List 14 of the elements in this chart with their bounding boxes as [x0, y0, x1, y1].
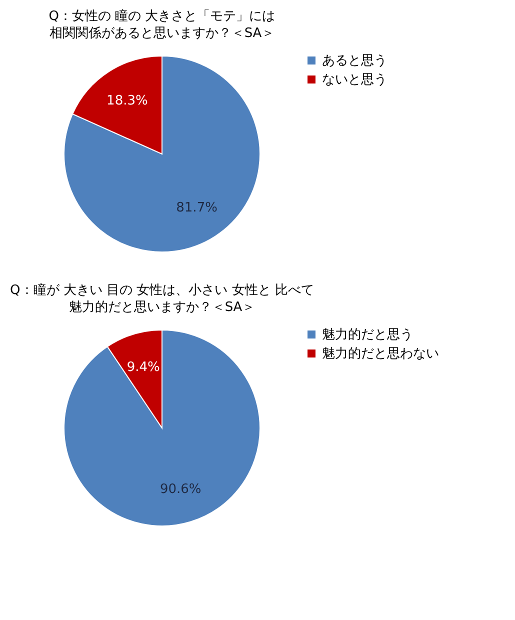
data-label: 81.7% [176, 200, 218, 216]
data-label: 90.6% [160, 482, 202, 498]
chart-subtitle: 魅力的だと思いますか？＜SA＞ [68, 300, 256, 315]
legend-label: あると思う [322, 54, 387, 68]
chart-title: Q：瞳が 大きい 目の 女性は、小さい 女性と 比べて [10, 283, 314, 298]
pie-slice [64, 56, 260, 252]
data-label: 18.3% [106, 93, 148, 108]
pie-slice [64, 330, 260, 526]
legend-label: 魅力的だと思う [322, 328, 413, 342]
chart-title: Q：女性の 瞳の 大きさと「モテ」には [48, 9, 276, 24]
legend-label: ないと思う [322, 72, 387, 88]
chart-subtitle: 相関関係があると思いますか？＜SA＞ [49, 26, 275, 41]
legend-label: 魅力的だと思わない [322, 346, 439, 362]
data-label: 9.4% [126, 360, 160, 375]
